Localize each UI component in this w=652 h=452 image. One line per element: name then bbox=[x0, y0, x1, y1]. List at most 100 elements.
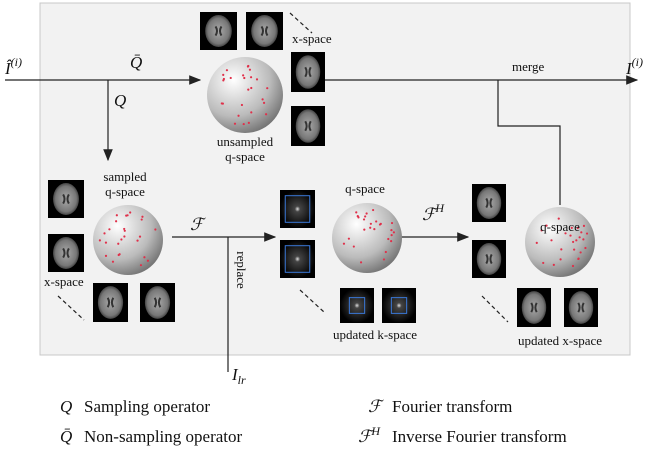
sphere bbox=[525, 207, 595, 277]
sample-point bbox=[147, 260, 149, 262]
brain-tissue bbox=[477, 187, 501, 219]
sample-point bbox=[560, 248, 562, 250]
sample-point bbox=[250, 111, 252, 113]
sample-point bbox=[390, 240, 392, 242]
sample-point bbox=[99, 239, 101, 241]
brain-tissue bbox=[522, 291, 546, 324]
region-label: q-space bbox=[345, 181, 385, 196]
edge-label: Ilr bbox=[231, 365, 246, 387]
sample-point bbox=[357, 216, 359, 218]
brain-tissue bbox=[53, 183, 79, 215]
sample-point bbox=[119, 253, 121, 255]
sample-point bbox=[263, 102, 265, 104]
legend-symbol: ℱH bbox=[358, 424, 381, 446]
sample-point bbox=[226, 69, 228, 71]
legend-text: Non-sampling operator bbox=[84, 427, 242, 446]
sample-point bbox=[580, 251, 582, 253]
brain-tissue bbox=[251, 15, 278, 47]
sample-point bbox=[123, 228, 125, 230]
brain-tissue bbox=[296, 109, 320, 143]
sample-point bbox=[393, 231, 395, 233]
sample-point bbox=[383, 258, 385, 260]
edge-label: merge bbox=[512, 59, 544, 74]
sample-point bbox=[223, 78, 225, 80]
sample-point bbox=[579, 236, 581, 238]
sample-point bbox=[105, 242, 107, 244]
sample-point bbox=[108, 228, 110, 230]
sample-point bbox=[140, 264, 142, 266]
region-label: q-space bbox=[540, 219, 580, 234]
sample-point bbox=[380, 223, 382, 225]
sample-point bbox=[569, 234, 571, 236]
region-label: x-space bbox=[44, 274, 84, 289]
sample-point bbox=[154, 228, 156, 230]
edge-label: Q̄ bbox=[130, 53, 142, 72]
sample-point bbox=[256, 78, 258, 80]
sample-point bbox=[248, 122, 250, 124]
sample-point bbox=[390, 229, 392, 231]
sample-point bbox=[230, 77, 232, 79]
sample-point bbox=[343, 243, 345, 245]
brain-tissue bbox=[569, 291, 593, 324]
region-label: updated k-space bbox=[333, 327, 417, 342]
sample-point bbox=[117, 243, 119, 245]
brain-tissue bbox=[296, 55, 320, 89]
brain-tissue bbox=[145, 286, 170, 319]
legend-symbol: Q̄ bbox=[60, 427, 72, 446]
sample-point bbox=[387, 238, 389, 240]
sample-point bbox=[364, 215, 366, 217]
sample-point bbox=[353, 245, 355, 247]
output-label: I(i) bbox=[625, 55, 643, 78]
sample-point bbox=[369, 227, 371, 229]
brain-tissue bbox=[98, 286, 123, 319]
sample-point bbox=[559, 258, 561, 260]
sample-point bbox=[222, 74, 224, 76]
region-label: unsampled bbox=[217, 134, 274, 149]
sample-point bbox=[243, 123, 245, 125]
sample-point bbox=[584, 247, 586, 249]
sample-point bbox=[265, 113, 267, 115]
sample-point bbox=[536, 242, 538, 244]
sample-point bbox=[247, 89, 249, 91]
sample-point bbox=[572, 265, 574, 267]
sample-point bbox=[583, 225, 585, 227]
sample-point bbox=[360, 261, 362, 263]
sample-point bbox=[363, 218, 365, 220]
sample-point bbox=[247, 65, 249, 67]
sample-point bbox=[385, 251, 387, 253]
sample-point bbox=[141, 218, 143, 220]
legend: Q Sampling operator Q̄ Non-sampling oper… bbox=[60, 397, 567, 446]
kspace-image bbox=[382, 288, 416, 323]
sample-point bbox=[243, 77, 245, 79]
region-label: q-space bbox=[105, 184, 145, 199]
sample-point bbox=[112, 261, 114, 263]
sample-point bbox=[129, 211, 131, 213]
sample-point bbox=[375, 220, 377, 222]
sample-point bbox=[123, 235, 125, 237]
kspace-image bbox=[340, 288, 374, 323]
sample-point bbox=[222, 103, 224, 105]
sample-point bbox=[250, 87, 252, 89]
legend-symbol: ℱ bbox=[368, 397, 385, 416]
sample-point bbox=[136, 240, 138, 242]
region-label: q-space bbox=[225, 149, 265, 164]
sample-point bbox=[348, 238, 350, 240]
sample-point bbox=[580, 231, 582, 233]
sample-point bbox=[355, 211, 357, 213]
sample-point bbox=[241, 104, 243, 106]
sample-point bbox=[363, 228, 365, 230]
sample-point bbox=[262, 98, 264, 100]
sample-point bbox=[391, 222, 393, 224]
legend-text: Sampling operator bbox=[84, 397, 210, 416]
edge-label: Q bbox=[114, 91, 126, 110]
sample-point bbox=[372, 209, 374, 211]
sample-point bbox=[586, 232, 588, 234]
sample-point bbox=[266, 87, 268, 89]
legend-symbol: Q bbox=[60, 397, 72, 416]
region-label: sampled bbox=[103, 169, 147, 184]
sample-point bbox=[542, 262, 544, 264]
sample-point bbox=[120, 238, 122, 240]
sample-point bbox=[105, 255, 107, 257]
region-label: updated x-space bbox=[518, 333, 602, 348]
legend-text: Inverse Fourier transform bbox=[392, 427, 567, 446]
